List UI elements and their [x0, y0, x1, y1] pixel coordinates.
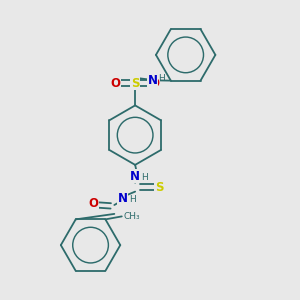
- Text: N: N: [130, 169, 140, 182]
- Text: H: H: [158, 74, 165, 83]
- Text: H: H: [141, 173, 148, 182]
- Text: N: N: [147, 74, 158, 87]
- Text: H: H: [129, 195, 136, 204]
- Text: CH₃: CH₃: [123, 212, 140, 221]
- Text: O: O: [88, 197, 98, 210]
- Text: O: O: [111, 76, 121, 90]
- Text: S: S: [131, 76, 140, 90]
- Text: O: O: [149, 76, 160, 90]
- Text: S: S: [155, 181, 163, 194]
- Text: N: N: [118, 192, 128, 205]
